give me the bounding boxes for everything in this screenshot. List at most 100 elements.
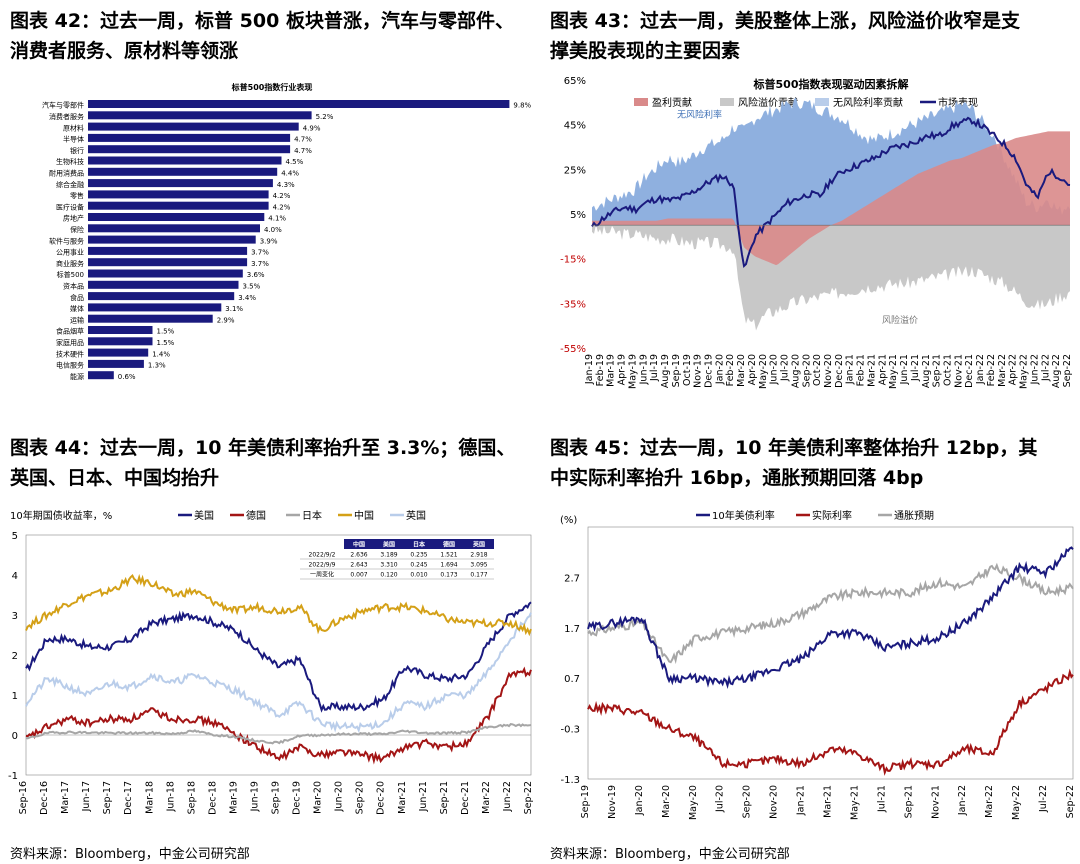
x-tick-label: Dec-19 [292, 781, 303, 815]
x-tick-label: Sep-22 [523, 781, 534, 814]
figure-42-heading: 图表 42：过去一周，标普 500 板块普涨，汽车与零部件、 消费者服务、原材料… [10, 6, 514, 66]
x-tick-label: Sep-18 [186, 781, 197, 814]
table-header-text: 英国 [472, 541, 485, 549]
figure-43-heading: 图表 43：过去一周，美股整体上涨，风险溢价收窄是支 撑美股表现的主要因素 [550, 6, 1020, 66]
x-tick-label: Jun-18 [165, 781, 176, 812]
x-tick-label: Jun-19 [249, 781, 260, 812]
bar-value-label: 3.6% [247, 271, 265, 279]
bar-category-label: 技术硬件 [56, 349, 84, 358]
x-tick-label: Sep-16 [18, 781, 29, 814]
bar [88, 213, 265, 221]
bar-category-label: 零售 [70, 191, 84, 200]
table-cell: 0.177 [470, 572, 487, 579]
x-tick-label: Dec-19 [704, 354, 715, 388]
legend-label: 美国 [194, 509, 214, 522]
bar [88, 303, 222, 312]
x-tick-label: Jul-22 [1038, 785, 1049, 813]
x-tick-label: Jan-21 [796, 785, 807, 816]
x-tick-label: May-21 [849, 785, 860, 820]
legend-swatch [720, 98, 734, 106]
bar-category-label: 半导体 [63, 135, 84, 144]
x-tick-label: May-22 [1011, 785, 1022, 820]
x-tick-label: Mar-18 [144, 781, 155, 814]
x-tick-label: Oct-21 [943, 354, 954, 386]
x-tick-label: Jul-20 [715, 785, 726, 813]
chart-44-title: 10年期国债收益率，% [10, 509, 112, 522]
figure-44-heading-line1: 图表 44：过去一周，10 年美债利率抬升至 3.3%；德国、 [10, 437, 516, 459]
y-tick-label: 2.7 [564, 573, 580, 584]
x-tick-label: Jan-22 [975, 354, 986, 385]
x-tick-label: Sep-19 [271, 781, 282, 814]
line-real-rate [587, 668, 1074, 776]
x-tick-label: Sep-20 [742, 785, 753, 818]
legend-label: 通胀预期 [894, 510, 934, 522]
table-header-cell [464, 539, 494, 549]
annotation-risk-premium: 风险溢价 [882, 314, 918, 326]
table-header-text: 中国 [353, 541, 365, 549]
table-cell: 0.007 [350, 572, 367, 579]
x-tick-label: Aug-22 [1051, 354, 1062, 388]
x-tick-label: Nov-21 [953, 354, 964, 388]
plot-frame [25, 534, 532, 776]
bar [88, 246, 248, 255]
y-tick-label: 25% [564, 165, 586, 176]
bar [88, 235, 256, 244]
x-tick-label: Aug-21 [921, 354, 932, 388]
bar-value-label: 3.7% [251, 260, 269, 268]
bar-value-label: 4.1% [268, 215, 286, 223]
bar-value-label: 1.5% [157, 328, 175, 336]
legend-label: 盈利贡献 [652, 96, 692, 109]
x-tick-label: Jun-20 [769, 354, 780, 385]
table-cell: 0.245 [410, 562, 427, 569]
x-tick-label: May-22 [1019, 354, 1030, 389]
x-tick-label: Feb-21 [856, 354, 867, 386]
y-tick-label: 1 [12, 691, 18, 702]
bar-value-label: 4.4% [281, 169, 299, 177]
table-header-cell [344, 539, 374, 549]
bar-category-label: 食品烟草 [56, 327, 84, 336]
bar [88, 326, 153, 334]
line-10y-yield [587, 546, 1074, 690]
table-cell: 2.918 [470, 552, 487, 559]
source-note-left: 资料来源：Bloomberg，中金公司研究部 [10, 847, 250, 862]
x-tick-label: Feb-20 [725, 354, 736, 386]
legend-label: 中国 [354, 509, 374, 522]
bar-value-label: 4.7% [294, 147, 312, 155]
x-tick-label: Apr-20 [747, 354, 758, 385]
figure-45-heading: 图表 45：过去一周，10 年美债利率整体抬升 12bp，其 中实际利率抬升 1… [550, 433, 1037, 493]
x-tick-label: Jan-21 [845, 354, 856, 385]
y-tick-label: -1.3 [560, 775, 580, 786]
legend-swatch [815, 98, 829, 106]
bar-value-label: 3.1% [225, 305, 243, 313]
bar [88, 280, 239, 289]
table-cell: 0.010 [410, 572, 427, 579]
line-germany [25, 666, 532, 765]
x-tick-label: Mar-20 [313, 781, 324, 814]
line-inflation-expectation [587, 562, 1074, 665]
table-cell: 3.095 [470, 562, 487, 569]
bar-value-label: 4.0% [264, 226, 282, 234]
x-tick-label: May-21 [888, 354, 899, 389]
bar-category-label: 资本品 [63, 281, 84, 290]
figure-44-heading-line2: 英国、日本、中国均抬升 [10, 467, 220, 489]
bar-category-label: 电信服务 [56, 361, 84, 370]
bar [88, 190, 269, 199]
area-earnings-contribution [592, 131, 1070, 266]
legend-label: 英国 [406, 509, 426, 522]
source-note-right: 资料来源：Bloomberg，中金公司研究部 [550, 847, 790, 862]
table-cell: 0.235 [410, 552, 427, 559]
x-tick-label: Sep-19 [580, 785, 591, 818]
line-china [25, 573, 532, 637]
y-tick-label: 0 [12, 731, 18, 742]
bar-value-label: 1.4% [152, 350, 170, 358]
table-cell: 1.694 [440, 562, 457, 569]
line-uk [25, 612, 532, 734]
bar-value-label: 4.2% [273, 192, 291, 200]
x-tick-label: Sep-22 [1065, 785, 1076, 818]
x-tick-label: Mar-19 [228, 781, 239, 814]
x-tick-label: Jul-19 [649, 354, 660, 382]
x-tick-label: Mar-21 [823, 785, 834, 818]
x-tick-label: Sep-22 [1062, 354, 1073, 387]
x-tick-label: Jun-20 [334, 781, 345, 812]
